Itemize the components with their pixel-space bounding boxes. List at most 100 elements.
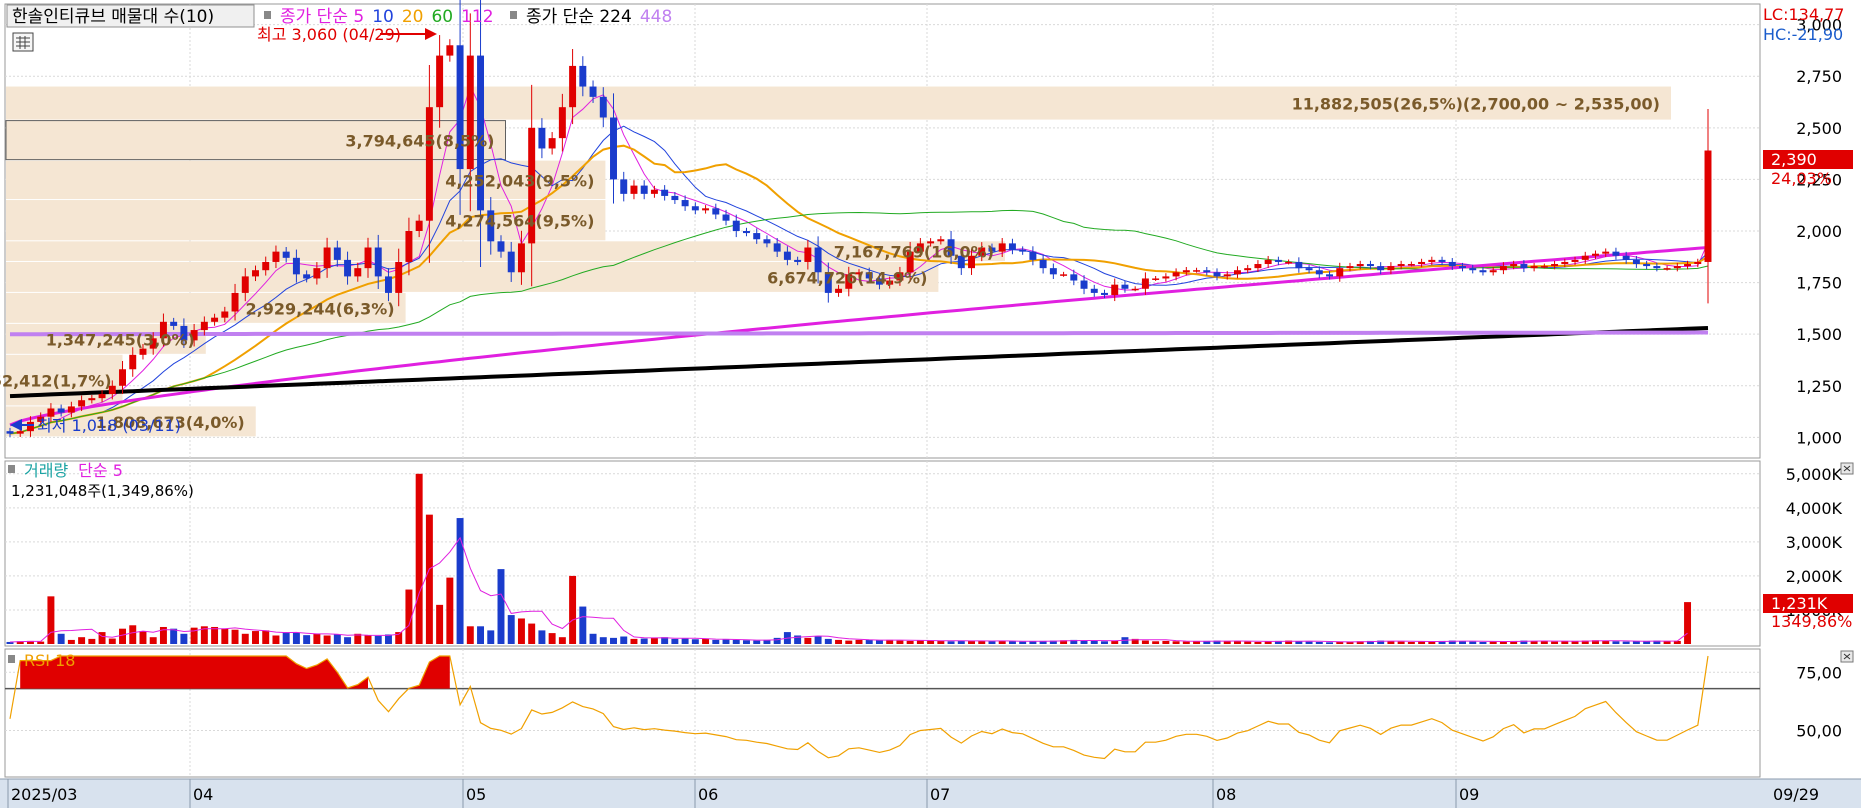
close-icon[interactable] — [1840, 462, 1854, 475]
price-legend[interactable]: 한솔인티큐브 매물대 수(10) 종가 단순 5 10 20 60 112 종가 단순 … — [6, 4, 672, 52]
volume-bar — [415, 473, 423, 644]
volume-bar — [436, 604, 444, 644]
volume-bar — [1612, 641, 1620, 644]
volume-bar — [814, 636, 822, 644]
volume-bar — [1152, 641, 1160, 644]
volume-bar — [1111, 640, 1119, 644]
grid-icon[interactable] — [12, 32, 34, 52]
candle-body — [466, 55, 474, 170]
candle-body — [743, 231, 750, 234]
candle-body — [1274, 259, 1282, 262]
candle-body — [1407, 264, 1415, 266]
volume-legend: 거래량 단순 5 — [24, 461, 123, 480]
volume-bar — [477, 626, 485, 644]
x-axis-label: 07 — [930, 785, 950, 804]
volume-bar — [947, 641, 955, 644]
volume-bar — [855, 639, 863, 644]
price-panel[interactable]: 11,882,505(26,5%)(2,700,00 ~ 2,535,00) 3,… — [0, 0, 1853, 459]
volume-bar — [98, 632, 106, 644]
candle-body — [1090, 288, 1098, 293]
candle-body — [159, 321, 167, 339]
legend-item: 20 — [402, 7, 424, 27]
volume-bar — [159, 626, 167, 644]
volume-profile-bar — [6, 86, 1671, 120]
last-volume-pct: 1349,86% — [1771, 612, 1852, 631]
candle-body — [1203, 270, 1211, 273]
volume-ma-line — [9, 536, 1688, 643]
volume-profile-labels: 11,882,505(26,5%)(2,700,00 ~ 2,535,00) 3,… — [0, 95, 1660, 432]
candle-body — [1377, 266, 1385, 271]
volume-bar — [1551, 641, 1559, 644]
rsi-overbought-fill — [20, 656, 450, 689]
time-axis[interactable]: 2025/03 04 05 06 07 08 09 09/29 — [0, 778, 1861, 808]
volume-bar — [333, 634, 341, 644]
candle-body — [37, 416, 45, 422]
candle-body — [886, 280, 894, 285]
candle-body — [1254, 264, 1262, 269]
candle-body — [1663, 268, 1671, 270]
close-icon[interactable] — [1840, 650, 1854, 663]
candle-body — [1172, 272, 1180, 277]
volume-bar — [1459, 641, 1466, 644]
volume-bar — [1182, 641, 1190, 644]
volume-bar — [528, 623, 536, 644]
candle-body — [569, 65, 577, 108]
volume-bar — [957, 640, 965, 644]
candle-body — [119, 369, 126, 386]
candle-body — [610, 117, 617, 180]
candle-body — [211, 317, 219, 322]
candle-body — [1070, 274, 1078, 281]
candle-body — [354, 268, 362, 277]
volume-bar — [1213, 640, 1221, 644]
candle-body — [149, 338, 157, 349]
volume-bar — [702, 638, 710, 644]
candle-body — [1479, 270, 1487, 273]
candle-body — [620, 179, 628, 194]
candle-body — [487, 210, 495, 242]
volume-bar — [1469, 641, 1477, 644]
legend-item: 종가 단순 224 — [526, 7, 632, 27]
candle-body — [783, 251, 791, 260]
volume-bar — [1233, 641, 1241, 644]
candle-body — [1684, 264, 1692, 267]
volume-bar — [1438, 640, 1446, 644]
volume-bar — [1540, 641, 1548, 644]
price-tick-label: 1,000 — [1796, 428, 1842, 447]
candle-body — [1111, 284, 1119, 295]
volume-profile-label: 6,674,726(14,9%) — [767, 268, 927, 287]
volume-bar — [1264, 641, 1272, 644]
volume-bar — [1489, 641, 1497, 644]
volume-bar — [937, 640, 945, 644]
volume-profile-label: 1,808,673(4,0%) — [96, 413, 245, 432]
candle-body — [732, 220, 740, 231]
min-price-label: 최저 1,018 (03/11) — [37, 416, 181, 435]
volume-bar — [691, 639, 699, 644]
volume-profile — [5, 86, 1671, 437]
candle-body — [1029, 251, 1037, 260]
volume-bar — [323, 635, 331, 644]
price-tick-label: 2,250 — [1796, 170, 1842, 189]
candle-body — [67, 406, 75, 413]
x-axis-right-label: 09/29 — [1773, 785, 1819, 804]
candle-body — [804, 247, 812, 262]
price-tick-label: 1,250 — [1796, 377, 1842, 396]
chart-title[interactable]: 한솔인티큐브 매물대 수(10) — [12, 7, 214, 27]
candle-body — [456, 45, 464, 170]
volume-bar — [1070, 639, 1078, 644]
volume-profile-bar — [5, 120, 506, 161]
rsi-panel[interactable]: 50,00 75,00 RSI 18 — [4, 648, 1854, 778]
volume-bar — [763, 639, 771, 644]
volume-profile-bar — [6, 160, 606, 200]
volume-bar — [1172, 641, 1180, 644]
volume-bar — [507, 615, 515, 644]
volume-bar — [1203, 640, 1211, 644]
volume-bar — [1643, 640, 1651, 644]
candle-body — [599, 96, 607, 118]
volume-bar — [517, 618, 525, 644]
candle-body — [1244, 268, 1252, 271]
volume-ma — [9, 536, 1688, 643]
volume-bar — [57, 633, 65, 644]
volume-bar — [1673, 640, 1681, 644]
